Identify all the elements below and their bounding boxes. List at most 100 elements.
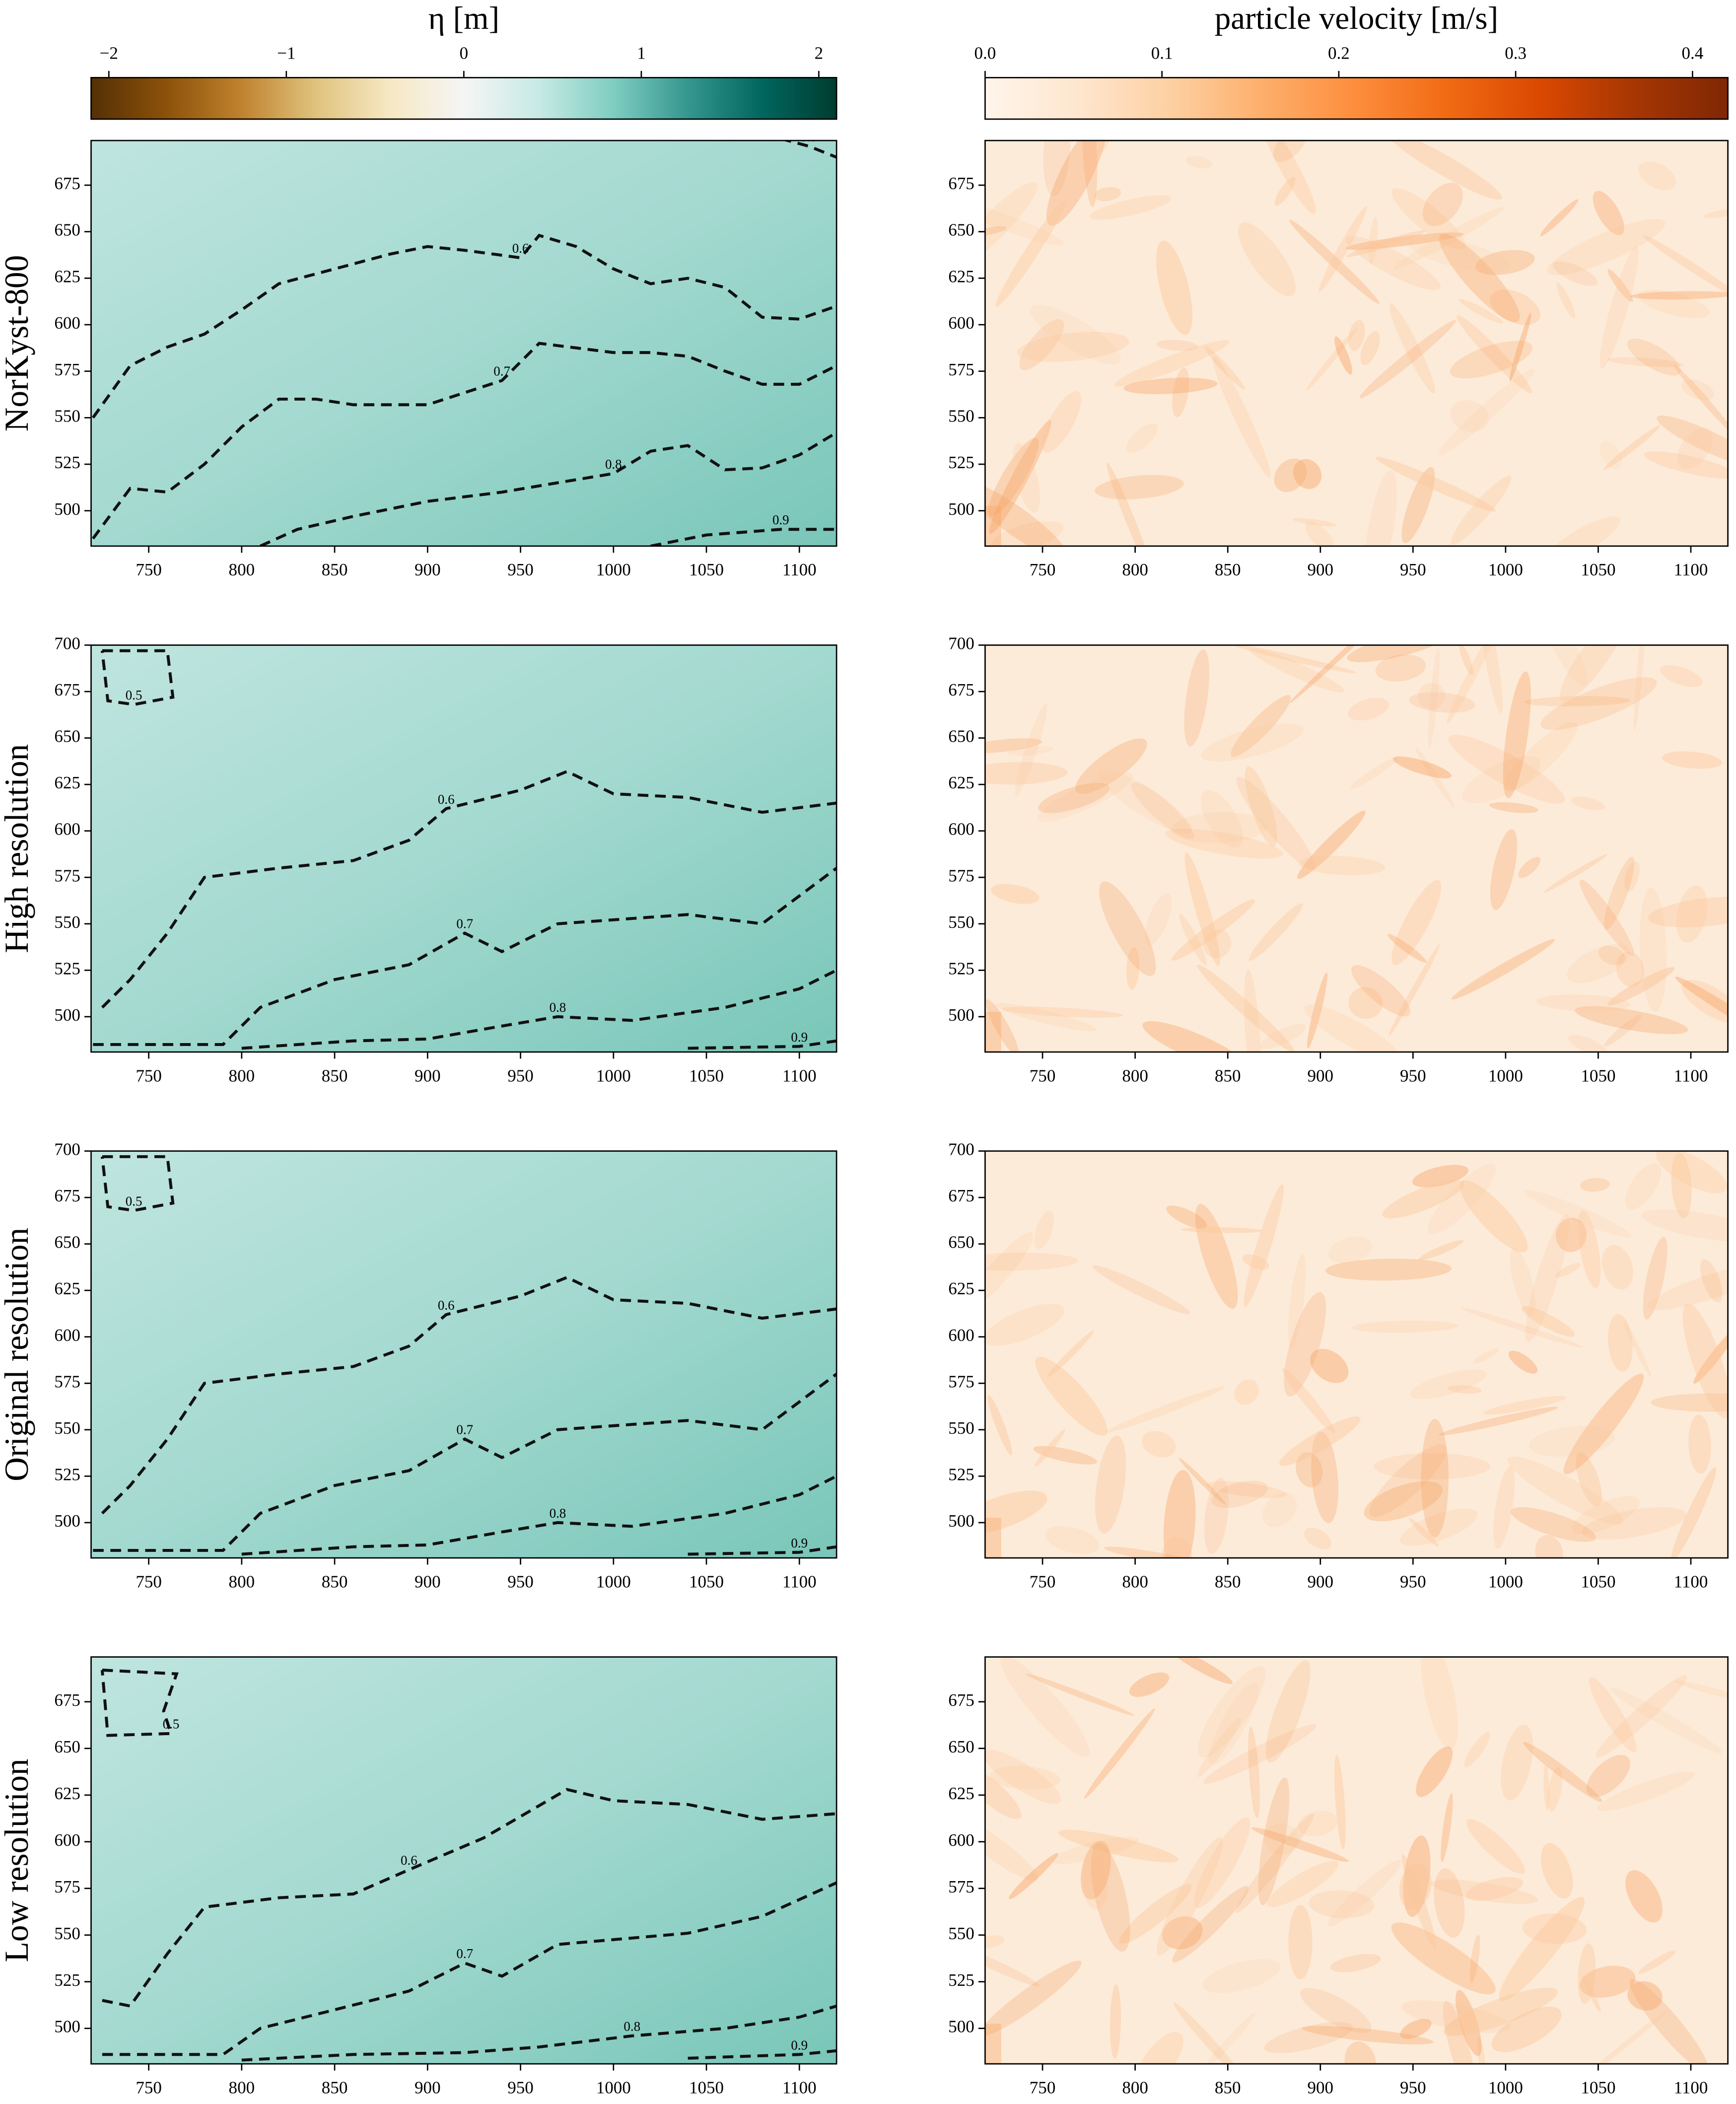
x-tick-label: 900 [415, 560, 441, 579]
velocity-streak [1703, 208, 1728, 218]
velocity-streak [1119, 1884, 1192, 1944]
velocity-streak [1475, 250, 1535, 275]
x-tick-label: 850 [1215, 1572, 1241, 1591]
velocity-streak [1185, 156, 1213, 169]
velocity-streak [1524, 696, 1631, 706]
velocity-streak [1633, 645, 1646, 731]
velocity-streak [1328, 1236, 1373, 1263]
velocity-streak [985, 1012, 1001, 1052]
y-tick-label: 500 [54, 1005, 80, 1025]
velocity-streak [1391, 1922, 1496, 1995]
colorbar-tick-label: 0.0 [974, 44, 996, 63]
velocity-streak [1434, 1868, 1465, 1938]
velocity-streak [1244, 1184, 1284, 1307]
velocity-streak [1311, 1431, 1339, 1523]
velocity-streak [1208, 1682, 1259, 1765]
velocity-streak [1630, 291, 1728, 300]
velocity-streak [1443, 2000, 1476, 2064]
y-tick-label: 650 [54, 727, 80, 746]
velocity-streak [1644, 451, 1728, 479]
velocity-streak [1596, 1675, 1687, 1758]
velocity-streak [1156, 340, 1198, 351]
velocity-streak [1656, 1151, 1727, 1193]
velocity-streak [1540, 199, 1579, 236]
x-tick-label: 800 [229, 1572, 255, 1591]
y-tick-label: 675 [948, 1186, 974, 1205]
velocity-streak [1203, 1724, 1317, 1784]
contour-line [93, 867, 837, 1046]
contour-line [650, 528, 837, 546]
contour-label: 0.9 [791, 1030, 808, 1045]
velocity-streak [985, 1303, 1065, 1346]
x-tick-label: 900 [1307, 1572, 1333, 1591]
plot-area: 0.5 0.6 0.7 0.8 0.9 [91, 645, 837, 1052]
y-tick-label: 550 [948, 912, 974, 932]
contour-line [100, 1669, 179, 1737]
x-tick-label: 750 [1030, 1066, 1056, 1085]
colorbar-tick-label: 0.4 [1681, 44, 1703, 63]
velocity-streak [1365, 470, 1397, 546]
y-tick-label: 550 [54, 406, 80, 425]
velocity-streak [1501, 1724, 1533, 1801]
velocity-streak [1555, 1217, 1587, 1252]
y-tick-label: 600 [54, 313, 80, 333]
velocity-streak [1427, 1164, 1496, 1235]
field [985, 140, 1728, 546]
velocity-streak [985, 762, 1068, 785]
velocity-streak [985, 200, 1064, 246]
contour-label: 0.6 [512, 241, 529, 256]
velocity-streak [1458, 299, 1503, 324]
axes-frame [90, 1656, 837, 2065]
velocity-streak [1123, 377, 1218, 395]
velocity-streak [1249, 903, 1303, 961]
x-tick-label: 1000 [596, 560, 631, 579]
colorbar-tick-label: −2 [100, 44, 118, 63]
velocity-streak [1681, 379, 1714, 401]
velocity-streak [1374, 1453, 1491, 1480]
colorbar-tick-label: 0.3 [1505, 44, 1527, 63]
velocity-streak [985, 1817, 1039, 1881]
velocity-streak [1388, 934, 1427, 963]
velocity-streak [1081, 140, 1098, 207]
velocity-streak [1607, 967, 1675, 1006]
velocity-streak [1351, 1320, 1458, 1333]
x-tick-label: 950 [507, 2078, 534, 2097]
y-tick-label: 650 [948, 727, 974, 746]
velocity-streak [1675, 977, 1728, 1038]
velocity-streak [1599, 441, 1622, 469]
y-tick-label: 625 [948, 267, 974, 286]
velocity-streak [1601, 1245, 1633, 1290]
x-tick-label: 800 [229, 1066, 255, 1085]
velocity-streak [1279, 1416, 1361, 1466]
velocity-streak [1035, 1356, 1108, 1436]
x-tick-label: 1100 [782, 1066, 817, 1085]
velocity-streak [1351, 965, 1411, 1017]
velocity-streak [1026, 1674, 1135, 1716]
velocity-streak [1238, 222, 1296, 297]
y-tick-label: 550 [948, 1924, 974, 1943]
velocity-streak [1441, 1793, 1453, 1862]
plot-area [985, 140, 1728, 546]
contour-label: 0.5 [163, 1717, 180, 1732]
y-tick-label: 575 [948, 866, 974, 885]
velocity-streak [1459, 645, 1473, 676]
velocity-streak [1388, 944, 1440, 1037]
velocity-streak [1553, 261, 1598, 286]
y-tick-label: 525 [54, 1465, 80, 1484]
y-tick-label: 650 [54, 1737, 80, 1756]
y-tick-label: 575 [54, 866, 80, 885]
velocity-streak [987, 1395, 1012, 1456]
velocity-streak [1248, 1726, 1260, 1819]
velocity-streak [1099, 881, 1156, 977]
velocity-streak [1450, 400, 1489, 432]
velocity-streak [1629, 1978, 1709, 2064]
velocity-streak [1648, 897, 1728, 927]
colorbar [90, 77, 837, 120]
velocity-streak [1401, 1854, 1437, 1950]
y-tick-label: 525 [54, 959, 80, 978]
velocity-streak [989, 420, 1051, 534]
y-tick-label: 500 [54, 2017, 80, 2036]
velocity-streak [1420, 1657, 1458, 1749]
velocity-streak [1334, 336, 1352, 375]
velocity-streak [1547, 218, 1666, 276]
